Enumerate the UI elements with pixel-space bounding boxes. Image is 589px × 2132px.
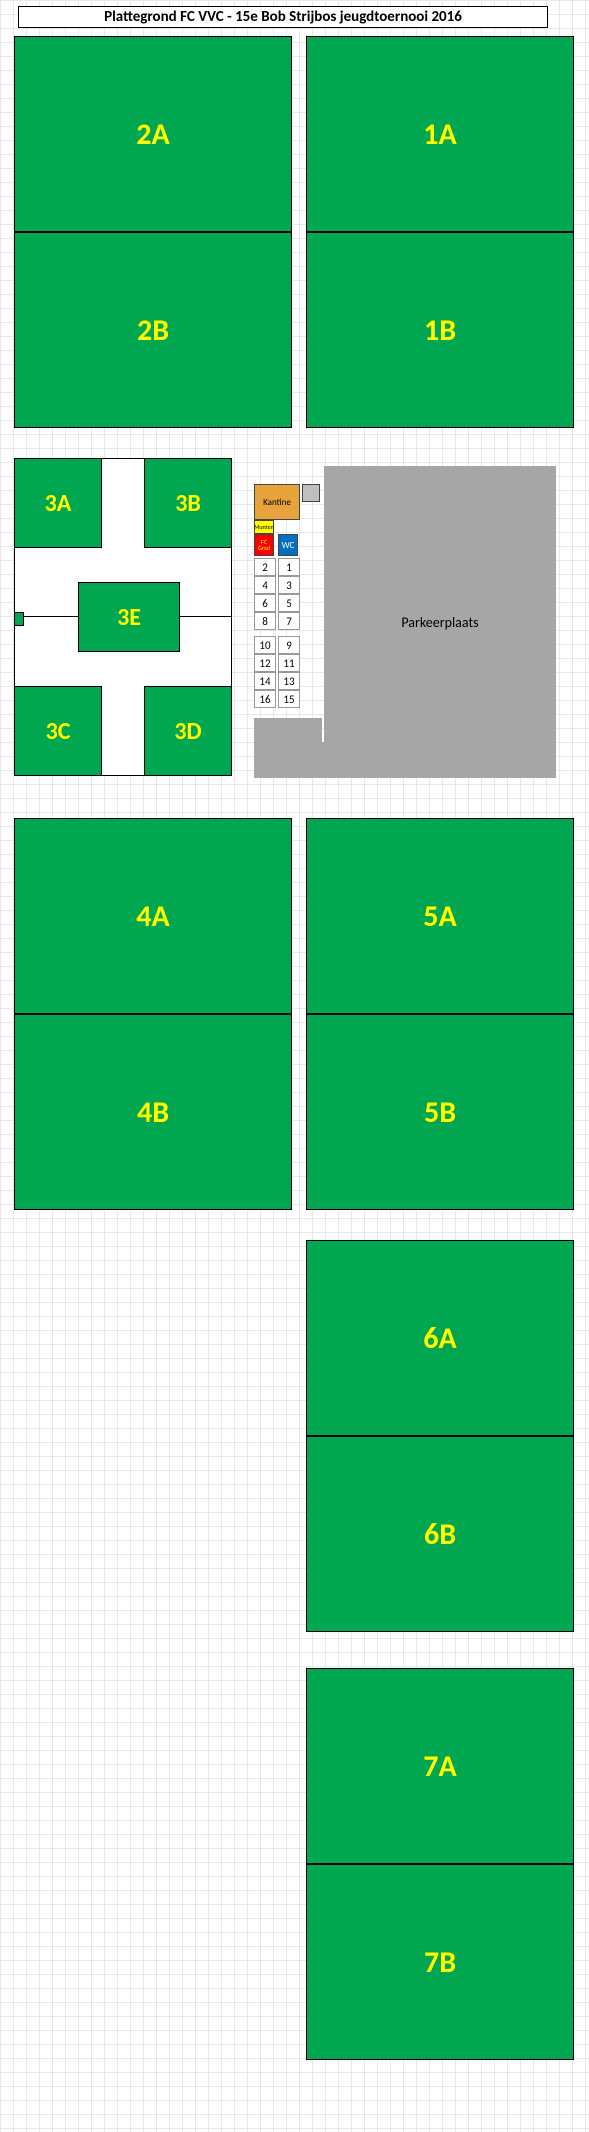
field-3b: 3B bbox=[144, 458, 232, 548]
locker-number: 13 bbox=[283, 675, 294, 688]
locker-number: 12 bbox=[259, 657, 270, 670]
locker-number: 16 bbox=[259, 693, 270, 706]
locker-cell: 14 bbox=[254, 672, 276, 690]
locker-cell: 13 bbox=[278, 672, 300, 690]
building-label: Munten bbox=[254, 524, 273, 530]
field-label: 4A bbox=[136, 898, 169, 935]
field-label: 2A bbox=[136, 116, 169, 153]
parking-label: Parkeerplaats bbox=[401, 614, 478, 631]
field-label: 3B bbox=[175, 489, 201, 518]
field-5a: 5A bbox=[306, 818, 574, 1014]
locker-number: 5 bbox=[286, 597, 292, 610]
field-label: 3D bbox=[174, 717, 201, 746]
field-label: 6B bbox=[424, 1516, 456, 1553]
locker-cell: 15 bbox=[278, 690, 300, 708]
title-box: Plattegrond FC VVC - 15e Bob Strijbos je… bbox=[18, 6, 548, 28]
locker-cell: 11 bbox=[278, 654, 300, 672]
locker-cell: 2 bbox=[254, 558, 276, 576]
field-1a: 1A bbox=[306, 36, 574, 232]
building-fcgrad: FC Grad bbox=[254, 534, 274, 556]
locker-cell: 9 bbox=[278, 636, 300, 654]
field-label: 7A bbox=[423, 1748, 456, 1785]
field-label: 1B bbox=[424, 312, 456, 349]
locker-number: 4 bbox=[262, 579, 268, 592]
locker-number: 3 bbox=[286, 579, 292, 592]
field-label: 5A bbox=[423, 898, 456, 935]
field-7a: 7A bbox=[306, 1668, 574, 1864]
locker-number: 9 bbox=[286, 639, 292, 652]
locker-number: 8 bbox=[262, 615, 268, 628]
building-wc: WC bbox=[278, 534, 298, 556]
locker-cell: 6 bbox=[254, 594, 276, 612]
field-3e: 3E bbox=[78, 582, 180, 652]
building-label: Kantine bbox=[263, 498, 291, 507]
locker-cell: 12 bbox=[254, 654, 276, 672]
field-6b: 6B bbox=[306, 1436, 574, 1632]
title-text: Plattegrond FC VVC - 15e Bob Strijbos je… bbox=[104, 8, 462, 26]
locker-cell: 10 bbox=[254, 636, 276, 654]
field-7b: 7B bbox=[306, 1864, 574, 2060]
locker-number: 2 bbox=[262, 561, 268, 574]
locker-cell: 4 bbox=[254, 576, 276, 594]
gray-block bbox=[254, 718, 322, 742]
locker-number: 14 bbox=[259, 675, 270, 688]
field-label: 3E bbox=[117, 603, 141, 632]
building-label: FC Grad bbox=[258, 539, 270, 551]
field-label: 3A bbox=[45, 489, 72, 518]
locker-cell: 1 bbox=[278, 558, 300, 576]
building-kantine: Kantine bbox=[254, 484, 300, 520]
parking-main: Parkeerplaats bbox=[324, 466, 556, 778]
field-2b: 2B bbox=[14, 232, 292, 428]
field-label: 7B bbox=[424, 1944, 456, 1981]
building-topblock bbox=[302, 484, 320, 502]
field-4b: 4B bbox=[14, 1014, 292, 1210]
locker-number: 1 bbox=[286, 561, 292, 574]
locker-cell: 3 bbox=[278, 576, 300, 594]
field-3d: 3D bbox=[144, 686, 232, 776]
field-3a: 3A bbox=[14, 458, 102, 548]
field-label: 1A bbox=[423, 116, 456, 153]
locker-cell: 5 bbox=[278, 594, 300, 612]
field-2a: 2A bbox=[14, 36, 292, 232]
field-5b: 5B bbox=[306, 1014, 574, 1210]
field-label: 4B bbox=[137, 1094, 169, 1131]
field-4a: 4A bbox=[14, 818, 292, 1014]
field-label: 2B bbox=[137, 312, 169, 349]
locker-cell: 8 bbox=[254, 612, 276, 630]
locker-number: 7 bbox=[286, 615, 292, 628]
field-label: 5B bbox=[424, 1094, 456, 1131]
locker-number: 15 bbox=[283, 693, 294, 706]
locker-number: 11 bbox=[283, 657, 294, 670]
locker-cell: 7 bbox=[278, 612, 300, 630]
field-1b: 1B bbox=[306, 232, 574, 428]
field-6a: 6A bbox=[306, 1240, 574, 1436]
locker-number: 10 bbox=[259, 639, 270, 652]
locker-cell: 16 bbox=[254, 690, 276, 708]
small-marker bbox=[14, 612, 24, 626]
field-label: 6A bbox=[423, 1320, 456, 1357]
locker-number: 6 bbox=[262, 597, 268, 610]
building-munten: Munten bbox=[254, 520, 274, 534]
building-label: WC bbox=[282, 541, 295, 550]
parking-bottom bbox=[254, 742, 556, 778]
field-3c: 3C bbox=[14, 686, 102, 776]
field-label: 3C bbox=[46, 717, 71, 746]
